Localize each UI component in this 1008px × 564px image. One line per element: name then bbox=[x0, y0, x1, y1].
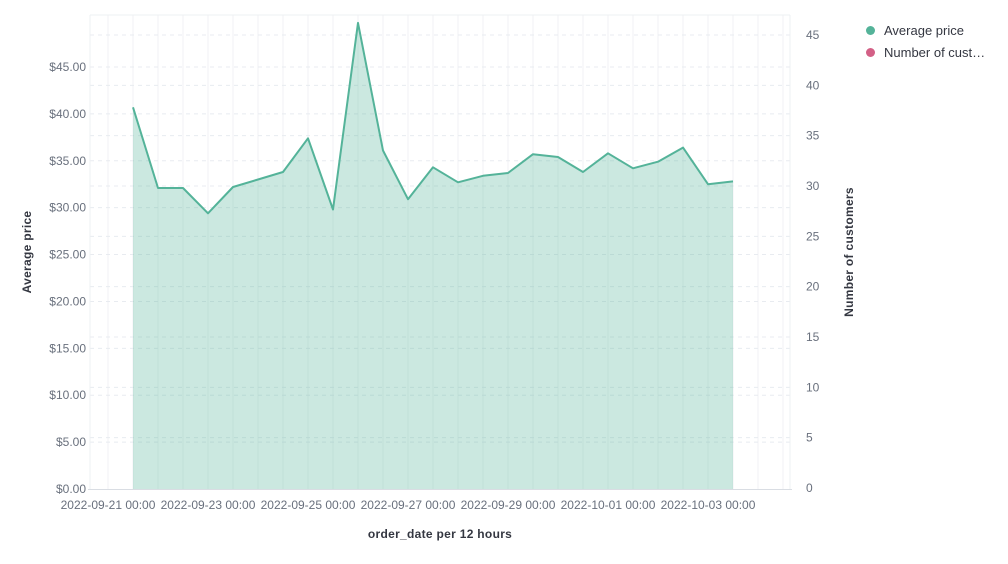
tick-label: 10 bbox=[806, 380, 820, 394]
x-axis-title: order_date per 12 hours bbox=[367, 527, 513, 541]
tick-label: 35 bbox=[806, 129, 820, 143]
tick-label: $0.00 bbox=[56, 482, 86, 496]
chart-legend: Average price Number of cust… bbox=[866, 24, 985, 59]
x-tick-labels: 2022-09-21 00:00 2022-09-23 00:00 2022-09-… bbox=[61, 498, 756, 512]
y-right-tick-labels: 0 5 10 15 20 25 30 35 40 45 bbox=[806, 28, 820, 495]
plot-border bbox=[88, 14, 792, 490]
tick-label: 2022-10-01 00:00 bbox=[561, 498, 656, 512]
tick-label: 15 bbox=[806, 330, 820, 344]
tick-label: $25.00 bbox=[49, 248, 86, 262]
legend-item-average-price[interactable]: Average price bbox=[866, 24, 985, 37]
tick-label: $5.00 bbox=[56, 435, 86, 449]
legend-label: Number of cust… bbox=[884, 45, 986, 60]
tick-label: $40.00 bbox=[49, 107, 86, 121]
tick-label: $15.00 bbox=[49, 341, 86, 355]
tick-label: 0 bbox=[806, 481, 813, 495]
y-left-tick-labels: $0.00 $5.00 $10.00 $15.00 $20.00 $25.00 $30.00… bbox=[49, 60, 86, 496]
legend-item-number-of-customers[interactable]: Number of cust… bbox=[866, 46, 985, 59]
legend-dot-average-price-icon bbox=[866, 26, 875, 35]
y-left-axis-title: Average price bbox=[20, 210, 34, 294]
tick-label: 20 bbox=[806, 280, 820, 294]
vertical-gridlines bbox=[107, 15, 784, 489]
tick-label: $10.00 bbox=[49, 388, 86, 402]
legend-dot-number-of-customers-icon bbox=[866, 48, 875, 57]
tick-label: 2022-09-27 00:00 bbox=[361, 498, 456, 512]
tick-label: 25 bbox=[806, 229, 820, 243]
tick-label: 2022-09-21 00:00 bbox=[61, 498, 156, 512]
tick-label: 2022-09-23 00:00 bbox=[161, 498, 256, 512]
tick-label: 2022-09-25 00:00 bbox=[261, 498, 356, 512]
average-price-area[interactable] bbox=[133, 22, 733, 490]
tick-label: 45 bbox=[806, 28, 820, 42]
tick-label: 5 bbox=[806, 431, 813, 445]
tick-label: $30.00 bbox=[49, 201, 86, 215]
tick-label: 40 bbox=[806, 78, 820, 92]
tick-label: 2022-09-29 00:00 bbox=[461, 498, 556, 512]
tick-label: 30 bbox=[806, 179, 820, 193]
tick-label: $20.00 bbox=[49, 294, 86, 308]
tick-label: $35.00 bbox=[49, 154, 86, 168]
average-price-line[interactable] bbox=[132, 21, 734, 215]
y-right-axis-title: Number of customers bbox=[842, 187, 856, 317]
legend-label: Average price bbox=[884, 23, 964, 38]
tick-label: $45.00 bbox=[49, 60, 86, 74]
tick-label: 2022-10-03 00:00 bbox=[661, 498, 756, 512]
